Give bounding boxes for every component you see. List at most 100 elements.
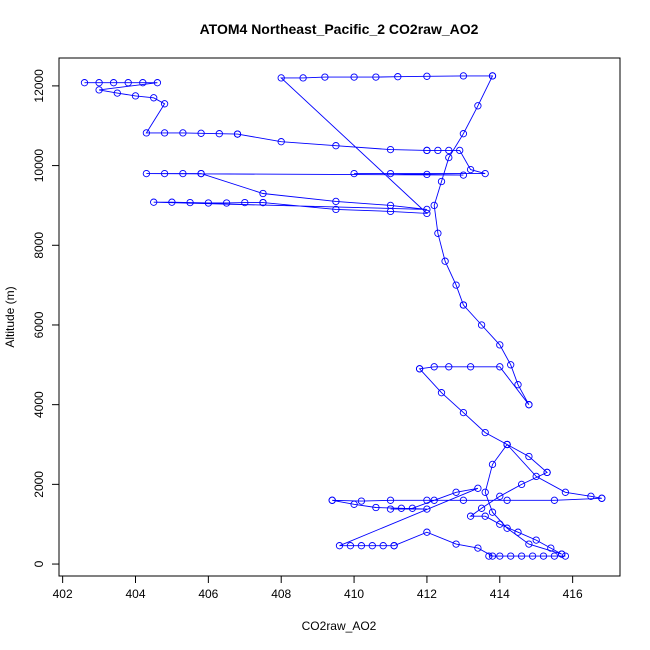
- data-point: [397, 504, 406, 512]
- data-point: [150, 198, 158, 206]
- data-point: [445, 153, 453, 162]
- data-point: [528, 552, 537, 560]
- data-point: [485, 552, 493, 560]
- data-point: [507, 361, 515, 369]
- data-point: [394, 73, 402, 81]
- data-point: [452, 488, 460, 496]
- data-point: [233, 130, 242, 138]
- data-point: [456, 146, 464, 155]
- data-point: [328, 496, 336, 504]
- data-point: [445, 363, 453, 371]
- data-point: [459, 408, 468, 417]
- data-point: [550, 552, 559, 560]
- series-layer: [80, 72, 606, 560]
- data-point: [277, 74, 285, 82]
- y-axis: 0 2000 4000 6000 8000 10000 12000: [32, 69, 59, 567]
- data-point: [357, 497, 366, 505]
- data-point: [543, 468, 551, 477]
- data-point: [332, 142, 340, 150]
- data-point: [466, 512, 475, 520]
- data-point: [525, 401, 533, 409]
- data-point: [496, 363, 504, 371]
- x-tick-label: 412: [417, 587, 437, 601]
- data-point: [481, 488, 489, 496]
- data-point: [477, 504, 486, 512]
- data-point: [142, 129, 151, 137]
- data-point: [514, 528, 522, 536]
- data-point: [561, 552, 570, 560]
- x-axis-label: CO2raw_AO2: [302, 619, 377, 633]
- y-tick-label: 10000: [32, 149, 46, 183]
- data-point: [335, 542, 344, 550]
- series-line: [84, 75, 602, 557]
- data-point: [423, 209, 431, 218]
- data-point: [423, 505, 431, 513]
- data-point: [259, 198, 267, 207]
- data-point: [259, 189, 267, 198]
- data-point: [496, 341, 504, 349]
- data-point: [539, 552, 548, 560]
- data-point: [95, 79, 103, 87]
- plot-area-border: [58, 57, 621, 577]
- data-point: [488, 460, 497, 469]
- data-point: [139, 79, 147, 87]
- data-point: [386, 496, 395, 504]
- y-axis-label: Altitude (m): [3, 286, 17, 347]
- data-point: [441, 257, 449, 265]
- data-point: [408, 504, 417, 512]
- data-point: [434, 229, 442, 237]
- data-point: [459, 496, 468, 504]
- data-point: [186, 198, 194, 207]
- data-point: [459, 171, 468, 179]
- data-point: [204, 199, 213, 207]
- data-point: [488, 552, 497, 560]
- data-point: [466, 363, 475, 371]
- data-point: [496, 520, 504, 528]
- data-point: [496, 492, 504, 500]
- data-point: [474, 102, 482, 110]
- data-point: [124, 79, 132, 87]
- x-tick-label: 402: [53, 587, 73, 601]
- data-point: [142, 169, 151, 178]
- data-point: [386, 207, 395, 216]
- data-point: [437, 389, 446, 397]
- data-point: [423, 146, 431, 155]
- data-point: [503, 496, 511, 504]
- data-point: [517, 480, 526, 489]
- data-point: [452, 540, 460, 548]
- x-tick-label: 416: [563, 587, 583, 601]
- data-point: [95, 86, 103, 94]
- data-point: [466, 165, 475, 174]
- data-point: [532, 472, 540, 481]
- data-point: [430, 363, 438, 371]
- data-point: [179, 129, 187, 137]
- data-point: [386, 169, 395, 178]
- data-point: [379, 542, 387, 550]
- data-point: [517, 552, 526, 560]
- data-point: [452, 281, 460, 289]
- data-point: [372, 73, 380, 81]
- data-point: [197, 169, 205, 178]
- data-point: [525, 452, 533, 461]
- x-tick-label: 414: [490, 587, 510, 601]
- data-point: [514, 381, 522, 389]
- data-point: [430, 496, 438, 504]
- data-point: [496, 552, 504, 560]
- data-point: [507, 552, 515, 560]
- data-point: [598, 494, 606, 502]
- data-point: [423, 496, 431, 504]
- data-point: [321, 73, 329, 81]
- data-point: [390, 542, 398, 550]
- data-point: [109, 79, 118, 87]
- y-tick-label: 4000: [32, 391, 46, 418]
- data-point: [277, 138, 285, 146]
- data-point: [332, 205, 340, 214]
- data-point: [241, 198, 249, 207]
- data-point: [160, 169, 169, 178]
- x-tick-label: 406: [198, 587, 218, 601]
- data-point: [477, 321, 486, 329]
- data-point: [131, 92, 140, 100]
- data-point: [459, 301, 468, 309]
